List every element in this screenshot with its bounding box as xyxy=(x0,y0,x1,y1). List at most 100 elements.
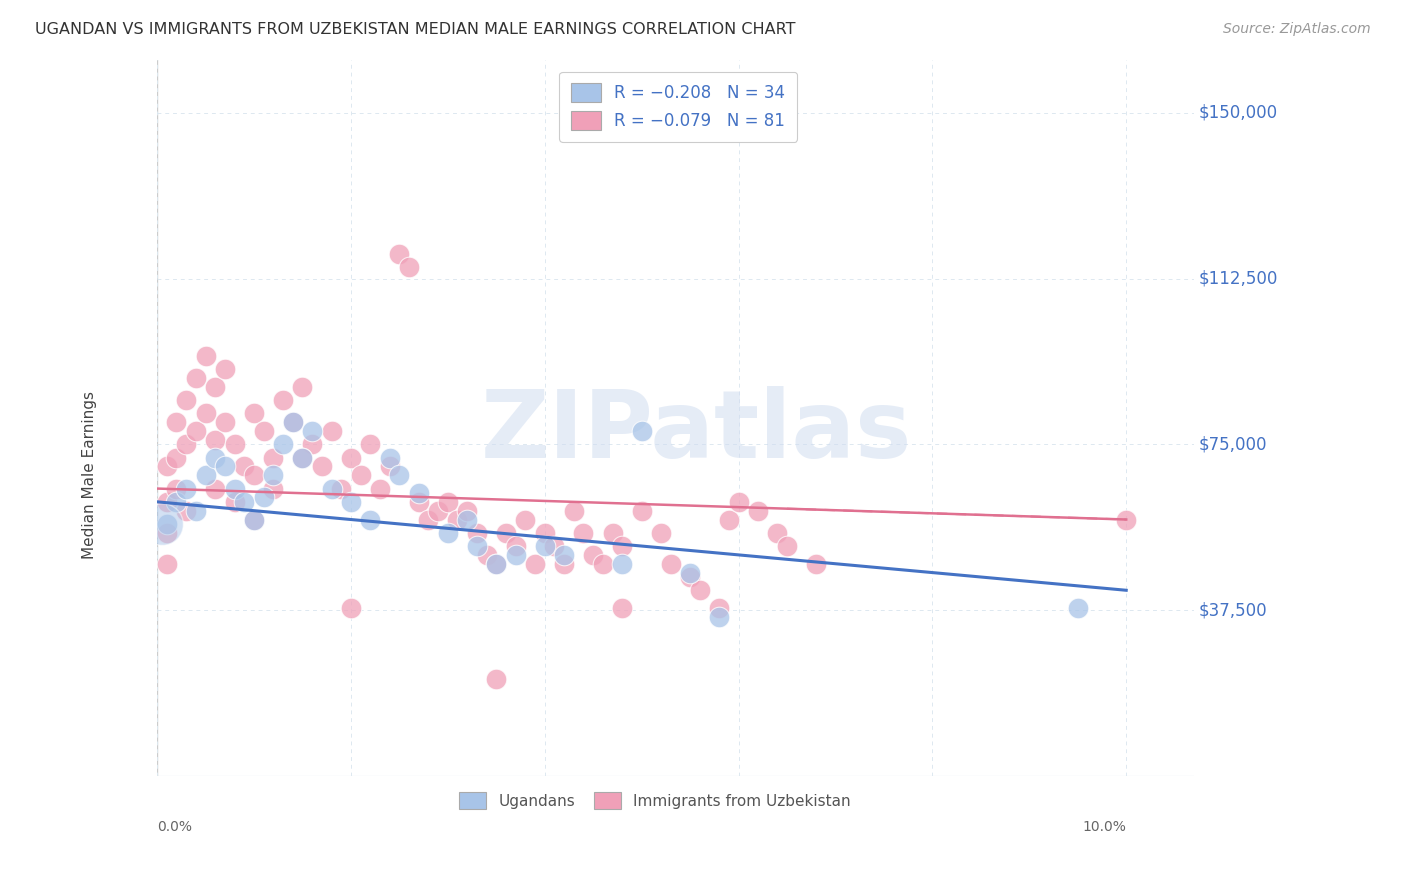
Point xyxy=(204,482,226,496)
Point xyxy=(194,406,217,420)
Point xyxy=(465,539,488,553)
Point xyxy=(679,566,702,580)
Point xyxy=(717,512,740,526)
Point xyxy=(388,247,411,261)
Point xyxy=(612,601,634,615)
Point xyxy=(174,393,197,408)
Point xyxy=(349,468,371,483)
Point xyxy=(562,503,585,517)
Point xyxy=(408,486,430,500)
Text: $150,000: $150,000 xyxy=(1199,103,1278,121)
Point xyxy=(427,503,450,517)
Point xyxy=(194,349,217,363)
Point xyxy=(262,450,284,465)
Point xyxy=(340,495,363,509)
Text: $75,000: $75,000 xyxy=(1199,435,1267,453)
Point xyxy=(253,424,276,438)
Point xyxy=(475,548,498,562)
Point xyxy=(378,459,401,474)
Point xyxy=(301,424,323,438)
Point xyxy=(359,512,381,526)
Point xyxy=(378,450,401,465)
Point xyxy=(446,512,468,526)
Point xyxy=(184,424,207,438)
Point xyxy=(243,468,266,483)
Point xyxy=(553,557,575,571)
Point xyxy=(592,557,614,571)
Point xyxy=(340,601,363,615)
Point xyxy=(553,548,575,562)
Point xyxy=(214,362,236,376)
Point xyxy=(359,437,381,451)
Point xyxy=(707,609,730,624)
Point xyxy=(204,450,226,465)
Point xyxy=(291,380,314,394)
Point xyxy=(184,371,207,385)
Point xyxy=(612,557,634,571)
Point xyxy=(262,482,284,496)
Point xyxy=(165,415,187,429)
Point xyxy=(174,503,197,517)
Point xyxy=(156,459,179,474)
Point xyxy=(224,495,246,509)
Point xyxy=(727,495,749,509)
Point xyxy=(204,380,226,394)
Point xyxy=(1115,512,1137,526)
Point xyxy=(321,424,343,438)
Point xyxy=(224,437,246,451)
Point xyxy=(233,495,256,509)
Text: ZIPatlas: ZIPatlas xyxy=(481,386,912,478)
Point xyxy=(174,437,197,451)
Point xyxy=(505,548,527,562)
Text: UGANDAN VS IMMIGRANTS FROM UZBEKISTAN MEDIAN MALE EARNINGS CORRELATION CHART: UGANDAN VS IMMIGRANTS FROM UZBEKISTAN ME… xyxy=(35,22,796,37)
Point xyxy=(311,459,333,474)
Point xyxy=(804,557,827,571)
Point xyxy=(253,491,276,505)
Point xyxy=(156,557,179,571)
Point xyxy=(582,548,605,562)
Point xyxy=(330,482,353,496)
Point xyxy=(747,503,769,517)
Point xyxy=(291,450,314,465)
Point xyxy=(679,570,702,584)
Point xyxy=(271,393,294,408)
Point xyxy=(301,437,323,451)
Point xyxy=(766,525,789,540)
Point xyxy=(630,503,652,517)
Point xyxy=(388,468,411,483)
Point xyxy=(418,512,440,526)
Point xyxy=(1067,601,1090,615)
Point xyxy=(214,459,236,474)
Point xyxy=(533,539,555,553)
Point xyxy=(150,516,173,531)
Point xyxy=(515,512,537,526)
Point xyxy=(485,557,508,571)
Point xyxy=(204,433,226,447)
Point xyxy=(776,539,799,553)
Point xyxy=(572,525,595,540)
Text: $112,500: $112,500 xyxy=(1199,269,1278,287)
Text: $37,500: $37,500 xyxy=(1199,601,1268,619)
Point xyxy=(214,415,236,429)
Point xyxy=(436,495,458,509)
Point xyxy=(321,482,343,496)
Text: 0.0%: 0.0% xyxy=(157,821,193,834)
Point xyxy=(524,557,547,571)
Point xyxy=(194,468,217,483)
Point xyxy=(456,503,478,517)
Text: Source: ZipAtlas.com: Source: ZipAtlas.com xyxy=(1223,22,1371,37)
Point xyxy=(630,424,652,438)
Text: Median Male Earnings: Median Male Earnings xyxy=(82,391,97,559)
Point xyxy=(156,516,179,531)
Point xyxy=(505,539,527,553)
Point xyxy=(291,450,314,465)
Point xyxy=(602,525,624,540)
Point xyxy=(533,525,555,540)
Point xyxy=(398,260,420,275)
Point xyxy=(243,406,266,420)
Point xyxy=(156,525,179,540)
Point xyxy=(174,482,197,496)
Point xyxy=(165,450,187,465)
Point xyxy=(495,525,517,540)
Point xyxy=(436,525,458,540)
